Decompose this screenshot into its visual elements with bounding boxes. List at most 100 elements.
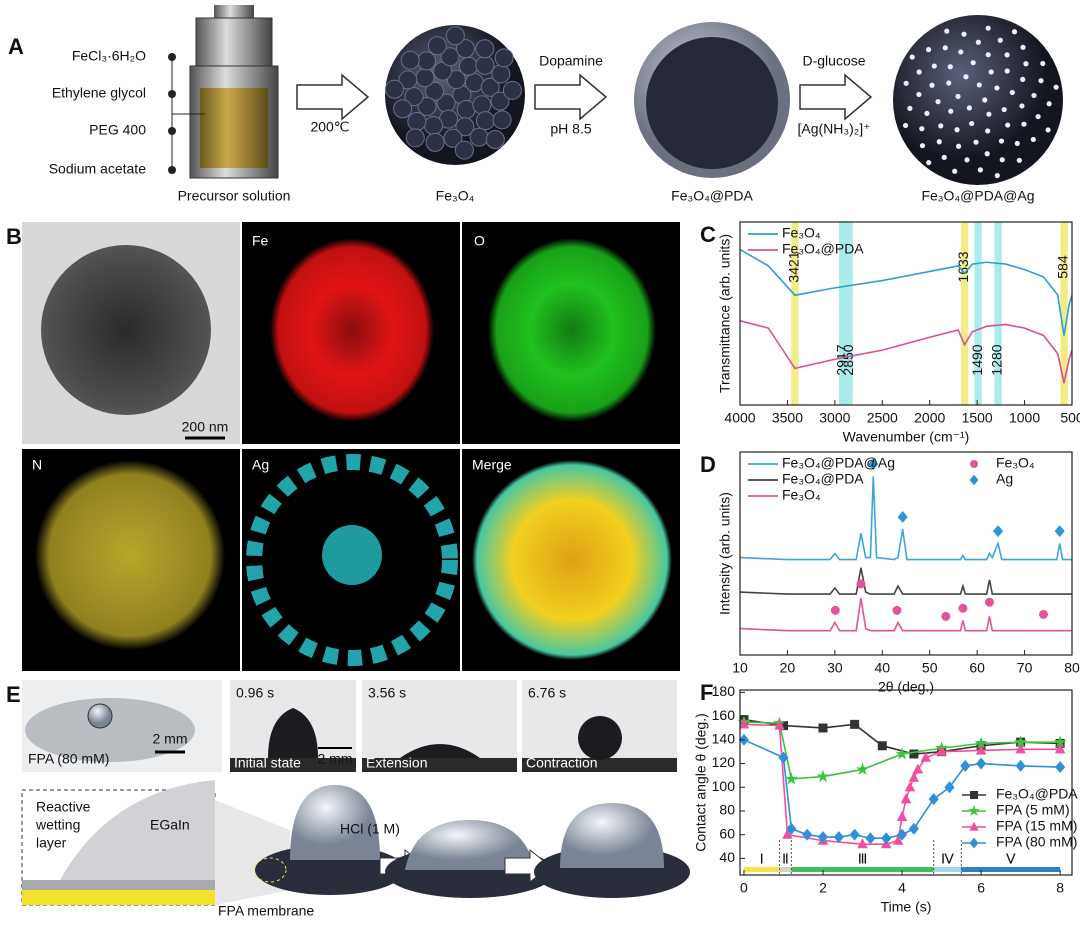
band	[960, 222, 969, 405]
marker	[892, 834, 904, 845]
y-tick-label: 180	[712, 683, 736, 699]
marker	[782, 828, 793, 839]
condition: 200℃	[310, 119, 349, 135]
ag-dot	[964, 157, 970, 163]
fe3o4-grain	[417, 97, 437, 117]
scale-bar-label: 2 mm	[153, 731, 188, 747]
y-axis-label: Intensity (arb. units)	[717, 492, 733, 615]
ag-dot	[941, 154, 947, 160]
caption: Precursor solution	[178, 188, 291, 204]
marker	[881, 832, 892, 845]
x-axis-label: Time (s)	[881, 899, 932, 915]
panel-label: A	[8, 34, 24, 59]
ag-dot	[1020, 76, 1026, 82]
ag-dot	[919, 143, 926, 149]
marker	[877, 741, 887, 751]
ag-dot	[973, 139, 979, 145]
marker	[817, 831, 829, 844]
fe3o4-grain	[393, 99, 413, 119]
y-tick-label: 100	[712, 778, 736, 794]
band	[1060, 222, 1068, 405]
phase-label: Ⅰ	[760, 851, 764, 867]
plot-frame	[739, 689, 1073, 876]
band	[791, 222, 799, 405]
ag-dot	[935, 99, 941, 105]
marker	[818, 723, 828, 733]
panel-label: E	[6, 682, 21, 707]
acid-label: HCl (1 M)	[340, 821, 400, 837]
marker	[912, 763, 924, 774]
fe3o4-grain	[400, 50, 420, 70]
band-label: 3421	[786, 251, 802, 282]
ag-dot	[916, 91, 922, 98]
ag-dot	[997, 37, 1003, 43]
legend-label: FPA (80 mM)	[996, 834, 1077, 850]
precursor-label: Sodium acetate	[49, 161, 146, 177]
marker	[830, 605, 840, 615]
x-tick-label: 80	[1064, 660, 1080, 676]
marker	[738, 718, 750, 729]
y-tick-label: 80	[719, 802, 735, 818]
band	[994, 222, 1002, 405]
marker	[904, 781, 916, 792]
marker	[816, 769, 830, 783]
phase-bar	[933, 867, 962, 872]
legend-label: Fe₃O₄	[782, 487, 821, 503]
fe3o4-grain	[475, 111, 495, 131]
ag-dot	[1030, 136, 1036, 143]
ag-dot	[970, 60, 976, 66]
fe3o4-grain	[407, 112, 427, 132]
ag-dot	[984, 151, 990, 157]
condition: pH 8.5	[550, 121, 591, 137]
ag-dot	[1021, 121, 1027, 127]
bracket-dot	[168, 127, 176, 135]
ag-dot	[1005, 122, 1011, 128]
ag-dot	[936, 139, 942, 145]
y-tick-label: 160	[712, 707, 736, 723]
ag-dot	[1035, 113, 1041, 120]
legend-label: Fe₃O₄@PDA@Ag	[782, 455, 895, 471]
ag-dot	[999, 157, 1005, 163]
precursor-label: PEG 400	[89, 122, 146, 138]
x-tick-label: 1500	[962, 410, 993, 426]
ag-dot	[955, 93, 961, 100]
x-axis-label: 2θ (deg.)	[878, 679, 934, 695]
legend-label: Fe₃O₄@PDA	[782, 241, 864, 257]
x-tick-label: 4	[898, 880, 906, 896]
fe3o4-grain	[502, 80, 522, 100]
marker	[969, 474, 979, 486]
marker	[900, 793, 912, 804]
fe3o4-grain	[424, 116, 444, 136]
ag-dot	[929, 82, 935, 88]
x-tick-label: 2000	[914, 410, 945, 426]
ag-dot	[1004, 52, 1010, 58]
marker	[892, 605, 902, 615]
marker	[856, 579, 866, 589]
ag-dot	[985, 25, 991, 31]
fe3o4-grain	[475, 39, 495, 59]
y-tick-label: 60	[719, 825, 735, 841]
x-tick-label: 50	[922, 660, 938, 676]
fe3o4-grain	[384, 79, 404, 99]
series-line	[743, 721, 1061, 780]
marker	[1015, 759, 1026, 772]
bracket-dot	[168, 166, 176, 174]
x-tick-label: 2500	[867, 410, 898, 426]
band	[845, 222, 853, 405]
marker	[960, 759, 971, 772]
scale-bar-label: 2 mm	[318, 751, 353, 767]
ag-dot	[926, 160, 932, 166]
marker	[802, 828, 813, 841]
marker	[975, 744, 987, 755]
layer-label: Reactive	[36, 799, 91, 815]
marker	[774, 719, 785, 730]
marker	[936, 745, 947, 756]
tile-label: O	[474, 233, 485, 249]
ag-dot	[903, 80, 909, 86]
marker	[968, 804, 980, 816]
series-line	[739, 598, 1072, 632]
y-tick-label: 120	[712, 754, 736, 770]
fe3o4-grain	[398, 70, 418, 90]
ag-dot	[994, 172, 1000, 179]
ag-dot	[948, 108, 954, 114]
